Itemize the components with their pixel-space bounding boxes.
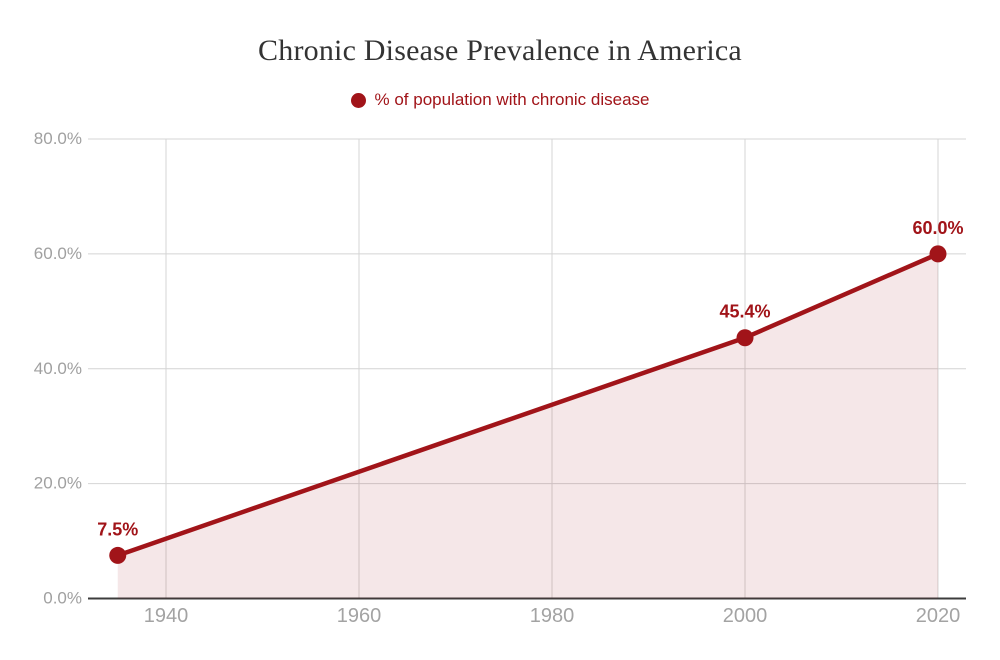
legend: % of population with chronic disease	[0, 90, 1000, 110]
y-axis-tick-label: 80.0%	[34, 129, 82, 148]
data-point-label: 45.4%	[719, 302, 770, 322]
x-axis-tick-label: 2000	[723, 605, 768, 627]
data-point-label: 60.0%	[912, 218, 963, 238]
data-point-marker	[929, 245, 947, 263]
y-axis-tick-label: 0.0%	[43, 589, 82, 608]
x-axis-tick-label: 2020	[916, 605, 961, 627]
legend-label: % of population with chronic disease	[374, 90, 650, 109]
x-axis-tick-label: 1940	[144, 605, 189, 627]
x-axis-tick-label: 1980	[530, 605, 575, 627]
data-point-marker	[736, 329, 754, 347]
area-fill	[117, 253, 938, 599]
x-axis-tick-label: 1960	[337, 605, 382, 627]
data-point-label: 7.5%	[97, 519, 138, 539]
y-axis-tick-label: 20.0%	[34, 474, 82, 493]
chart-title: Chronic Disease Prevalence in America	[258, 34, 742, 67]
y-axis-tick-label: 60.0%	[34, 244, 82, 263]
legend-circle-icon	[350, 92, 366, 108]
y-axis-tick-label: 40.0%	[34, 359, 82, 378]
data-point-marker	[109, 546, 127, 564]
